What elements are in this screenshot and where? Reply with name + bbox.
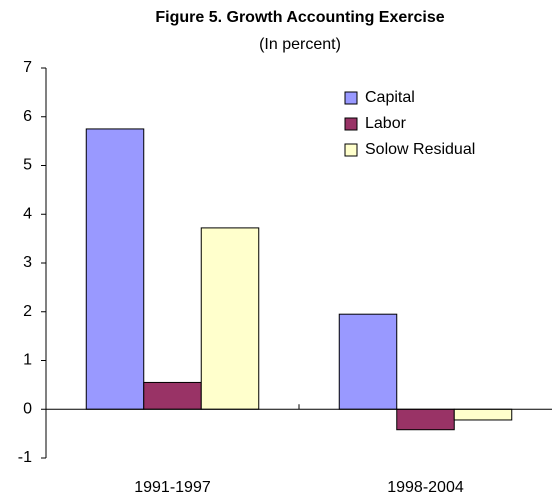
legend-swatch — [344, 143, 358, 157]
legend-label: Solow Residual — [365, 141, 475, 158]
y-tick-label: 6 — [23, 108, 32, 125]
bar — [338, 313, 398, 410]
y-tick-label: 5 — [23, 157, 32, 174]
y-tick-label: 4 — [23, 205, 32, 222]
bar — [396, 408, 455, 431]
y-tick-label: 0 — [23, 400, 32, 417]
chart-subtitle: (In percent) — [259, 36, 341, 53]
legend-label: Labor — [365, 115, 407, 132]
bar — [453, 408, 513, 421]
y-tick-label: 7 — [23, 59, 32, 76]
chart-title: Figure 5. Growth Accounting Exercise — [155, 9, 444, 26]
bar — [85, 128, 145, 410]
legend-swatch — [344, 117, 358, 131]
bar — [200, 227, 260, 410]
bar — [143, 381, 202, 410]
legend-swatch — [344, 91, 358, 105]
x-tick-label: 1998-2004 — [387, 479, 464, 496]
y-tick-label: 1 — [23, 352, 32, 369]
y-tick-label: 2 — [23, 303, 32, 320]
x-tick-label: 1991-1997 — [134, 479, 211, 496]
y-tick-label: -1 — [18, 449, 32, 466]
legend-label: Capital — [365, 89, 415, 106]
y-tick-label: 3 — [23, 254, 32, 271]
